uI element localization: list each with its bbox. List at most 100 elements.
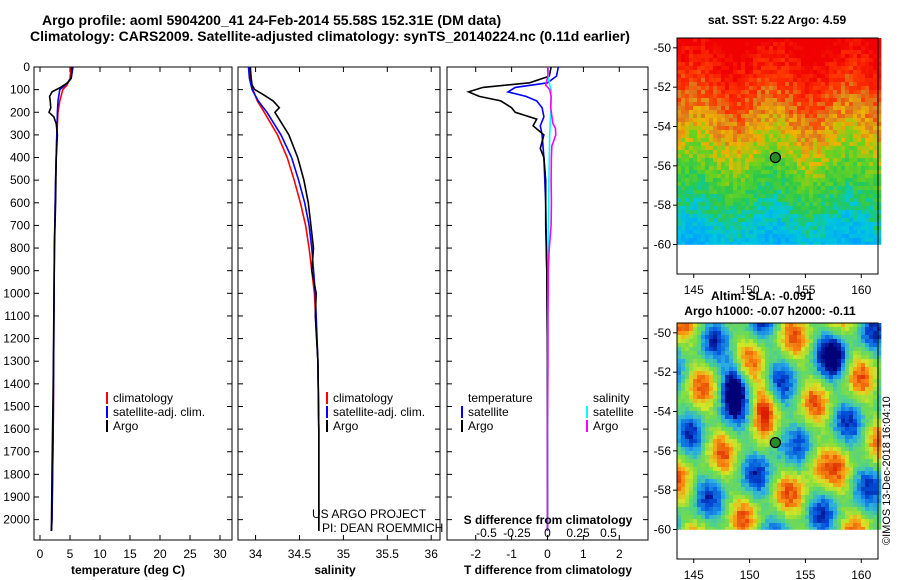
map-sla-cell bbox=[709, 523, 714, 528]
map-sst-cell bbox=[753, 206, 758, 211]
map-sst-cell bbox=[837, 166, 842, 171]
map-sla-cell bbox=[817, 335, 822, 340]
map-sst-cell bbox=[713, 38, 718, 43]
map-sla-cell bbox=[773, 471, 778, 476]
map-sst-cell bbox=[777, 38, 782, 43]
map-sla-cell bbox=[745, 435, 750, 440]
map-sla-cell bbox=[781, 491, 786, 496]
map-sla-cell bbox=[681, 439, 686, 444]
map-sla-cell bbox=[825, 407, 830, 412]
map-sla-cell bbox=[729, 383, 734, 388]
map-sla-cell bbox=[801, 423, 806, 428]
map-sla-cell bbox=[789, 439, 794, 444]
map-sla-cell bbox=[697, 419, 702, 424]
map-sst-cell bbox=[853, 58, 858, 63]
map-sst-cell bbox=[685, 202, 690, 207]
map-sst-cell bbox=[765, 38, 770, 43]
map-sla-cell bbox=[705, 395, 710, 400]
map-sla-cell bbox=[717, 355, 722, 360]
map-sla-cell bbox=[777, 347, 782, 352]
map-sst-cell bbox=[677, 98, 682, 103]
map-sla-cell bbox=[733, 439, 738, 444]
map-sst-cell bbox=[701, 58, 706, 63]
depth-tick-label: 200 bbox=[10, 105, 30, 119]
map-sst-cell bbox=[689, 242, 694, 245]
map-sst-cell bbox=[701, 210, 706, 215]
map-sst-cell bbox=[741, 222, 746, 227]
map-sst-cell bbox=[849, 218, 854, 223]
map-sla-cell bbox=[705, 347, 710, 352]
map-sla-cell bbox=[689, 331, 694, 336]
map-sla-cell bbox=[749, 515, 754, 520]
map-sst-cell bbox=[829, 106, 834, 111]
map-sst-cell bbox=[765, 162, 770, 167]
map-sla-cell bbox=[749, 447, 754, 452]
map-sla-cell bbox=[749, 475, 754, 480]
map-sst-cell bbox=[733, 242, 738, 245]
map-sla-cell bbox=[705, 355, 710, 360]
map-sst-cell bbox=[709, 150, 714, 155]
map-sst-cell bbox=[841, 182, 846, 187]
map-sst-cell bbox=[709, 130, 714, 135]
map-sst-cell bbox=[761, 50, 766, 55]
map-sst-cell bbox=[785, 102, 790, 107]
map-sst-cell bbox=[805, 222, 810, 227]
map-sla-cell bbox=[781, 443, 786, 448]
map-sla-cell bbox=[769, 347, 774, 352]
map-sla-cell bbox=[713, 455, 718, 460]
map-sst-cell bbox=[717, 150, 722, 155]
map-sst-cell bbox=[769, 150, 774, 155]
map-sst-cell bbox=[781, 46, 786, 51]
map-sla-cell bbox=[681, 395, 686, 400]
map-sst-cell bbox=[709, 110, 714, 115]
map-sst-cell bbox=[825, 110, 830, 115]
map-sst-cell bbox=[857, 106, 862, 111]
map-sst-cell bbox=[861, 122, 866, 127]
map-sst-cell bbox=[749, 74, 754, 79]
map-sst-cell bbox=[789, 194, 794, 199]
map-sst-cell bbox=[817, 174, 822, 179]
map-sst-cell bbox=[857, 230, 862, 235]
map-sst-cell bbox=[693, 158, 698, 163]
map-sst-cell bbox=[725, 162, 730, 167]
map-sla-cell bbox=[821, 435, 826, 440]
map-sst-cell bbox=[721, 242, 726, 245]
map-sst-cell bbox=[813, 174, 818, 179]
map-sla-cell bbox=[753, 451, 758, 456]
map-sst-cell bbox=[813, 146, 818, 151]
map-sla-cell bbox=[745, 443, 750, 448]
map-sst-cell bbox=[809, 182, 814, 187]
map-sst-cell bbox=[805, 98, 810, 103]
map-sst-cell bbox=[797, 94, 802, 99]
map-sst-cell bbox=[681, 238, 686, 243]
map-sst-cell bbox=[797, 206, 802, 211]
map-sla-cell bbox=[825, 431, 830, 436]
map-sla-cell bbox=[785, 323, 790, 328]
map-sst-cell bbox=[741, 138, 746, 143]
map-sla-cell bbox=[693, 471, 698, 476]
map-sst-cell bbox=[705, 190, 710, 195]
map-sst-cell bbox=[681, 158, 686, 163]
panel-sal-xtick-label: 34 bbox=[249, 547, 263, 561]
map-sst-cell bbox=[877, 78, 882, 83]
map-sst-cell bbox=[865, 238, 870, 243]
map-sst-cell bbox=[693, 70, 698, 75]
map-sst-cell bbox=[757, 234, 762, 239]
map-sst-cell bbox=[773, 174, 778, 179]
map-sst-cell bbox=[801, 70, 806, 75]
map-sla-cell bbox=[737, 475, 742, 480]
map-sst-cell bbox=[689, 46, 694, 51]
map-sla-cell bbox=[781, 379, 786, 384]
map-sla-cell bbox=[709, 467, 714, 472]
map-sst-cell bbox=[685, 162, 690, 167]
map-sla-cell bbox=[761, 511, 766, 516]
map-sst-cell bbox=[801, 150, 806, 155]
map-sst-cell bbox=[813, 138, 818, 143]
map-sla-cell bbox=[821, 455, 826, 460]
map-sla-cell bbox=[689, 507, 694, 512]
map-sla-cell bbox=[725, 519, 730, 524]
map-sst-cell bbox=[821, 110, 826, 115]
map-sla-cell bbox=[729, 447, 734, 452]
map-sla-cell bbox=[733, 431, 738, 436]
map-sla-cell bbox=[769, 427, 774, 432]
